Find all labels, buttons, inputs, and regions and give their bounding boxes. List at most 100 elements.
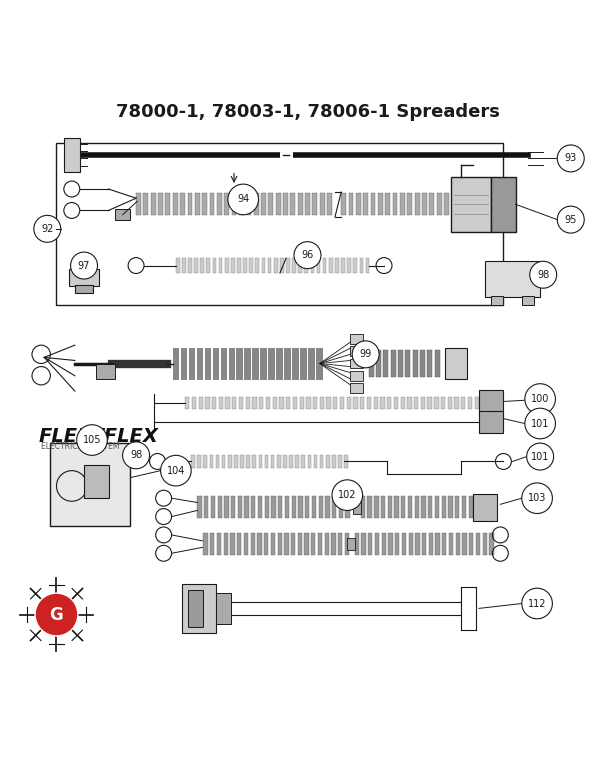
FancyBboxPatch shape (317, 258, 320, 273)
FancyBboxPatch shape (158, 193, 163, 216)
FancyBboxPatch shape (415, 193, 419, 216)
FancyBboxPatch shape (435, 497, 439, 518)
FancyBboxPatch shape (217, 193, 222, 216)
FancyBboxPatch shape (231, 258, 235, 273)
FancyBboxPatch shape (289, 456, 293, 468)
FancyBboxPatch shape (329, 258, 333, 273)
FancyBboxPatch shape (387, 397, 391, 410)
FancyBboxPatch shape (318, 533, 322, 555)
FancyBboxPatch shape (277, 533, 282, 555)
FancyBboxPatch shape (394, 397, 398, 410)
FancyBboxPatch shape (325, 497, 330, 518)
FancyBboxPatch shape (371, 193, 375, 216)
FancyBboxPatch shape (422, 193, 427, 216)
FancyBboxPatch shape (277, 456, 280, 468)
FancyBboxPatch shape (300, 348, 306, 379)
FancyBboxPatch shape (333, 397, 338, 410)
FancyBboxPatch shape (197, 456, 201, 468)
FancyBboxPatch shape (252, 397, 256, 410)
FancyBboxPatch shape (298, 193, 303, 216)
FancyBboxPatch shape (194, 258, 198, 273)
FancyBboxPatch shape (271, 533, 275, 555)
FancyBboxPatch shape (286, 258, 290, 273)
FancyBboxPatch shape (320, 456, 323, 468)
FancyBboxPatch shape (381, 533, 386, 555)
FancyBboxPatch shape (444, 193, 449, 216)
FancyBboxPatch shape (225, 258, 229, 273)
FancyBboxPatch shape (298, 497, 303, 518)
FancyBboxPatch shape (218, 497, 222, 518)
FancyBboxPatch shape (335, 258, 339, 273)
FancyBboxPatch shape (249, 258, 253, 273)
FancyBboxPatch shape (243, 258, 247, 273)
FancyBboxPatch shape (176, 258, 180, 273)
Text: 98: 98 (130, 450, 142, 460)
FancyBboxPatch shape (398, 350, 403, 377)
FancyBboxPatch shape (428, 497, 432, 518)
FancyBboxPatch shape (320, 193, 325, 216)
FancyBboxPatch shape (383, 350, 388, 377)
FancyBboxPatch shape (380, 397, 384, 410)
FancyBboxPatch shape (188, 193, 192, 216)
FancyBboxPatch shape (356, 193, 361, 216)
FancyBboxPatch shape (351, 359, 363, 369)
FancyBboxPatch shape (469, 533, 474, 555)
FancyBboxPatch shape (415, 533, 419, 555)
FancyBboxPatch shape (454, 397, 459, 410)
Circle shape (530, 262, 557, 288)
FancyBboxPatch shape (232, 193, 237, 216)
FancyBboxPatch shape (239, 193, 244, 216)
FancyBboxPatch shape (363, 193, 368, 216)
FancyBboxPatch shape (351, 383, 363, 393)
FancyBboxPatch shape (491, 296, 504, 305)
Circle shape (228, 184, 258, 215)
FancyBboxPatch shape (368, 497, 372, 518)
FancyBboxPatch shape (189, 348, 194, 379)
FancyBboxPatch shape (347, 258, 351, 273)
Circle shape (525, 383, 555, 414)
FancyBboxPatch shape (216, 593, 231, 624)
FancyBboxPatch shape (180, 193, 185, 216)
FancyBboxPatch shape (251, 497, 255, 518)
Text: 103: 103 (528, 494, 546, 503)
FancyBboxPatch shape (286, 397, 290, 410)
Text: 101: 101 (531, 452, 549, 462)
FancyBboxPatch shape (278, 497, 282, 518)
FancyBboxPatch shape (479, 411, 504, 433)
FancyBboxPatch shape (182, 584, 216, 633)
Text: 96: 96 (301, 250, 314, 260)
FancyBboxPatch shape (344, 456, 348, 468)
FancyBboxPatch shape (221, 348, 226, 379)
FancyBboxPatch shape (195, 193, 200, 216)
FancyBboxPatch shape (354, 258, 357, 273)
Circle shape (35, 593, 78, 636)
FancyBboxPatch shape (469, 497, 473, 518)
FancyBboxPatch shape (211, 497, 215, 518)
FancyBboxPatch shape (245, 397, 250, 410)
FancyBboxPatch shape (244, 348, 250, 379)
Text: 104: 104 (167, 466, 185, 476)
FancyBboxPatch shape (143, 193, 148, 216)
FancyBboxPatch shape (381, 497, 385, 518)
FancyBboxPatch shape (259, 397, 263, 410)
FancyBboxPatch shape (224, 497, 229, 518)
FancyBboxPatch shape (202, 193, 207, 216)
FancyBboxPatch shape (434, 397, 438, 410)
FancyBboxPatch shape (304, 533, 309, 555)
FancyBboxPatch shape (442, 497, 446, 518)
Circle shape (294, 241, 321, 268)
FancyBboxPatch shape (361, 497, 365, 518)
FancyBboxPatch shape (237, 533, 241, 555)
FancyBboxPatch shape (391, 350, 395, 377)
FancyBboxPatch shape (378, 193, 383, 216)
FancyBboxPatch shape (376, 350, 381, 377)
FancyBboxPatch shape (50, 443, 130, 526)
FancyBboxPatch shape (483, 533, 487, 555)
FancyBboxPatch shape (234, 456, 238, 468)
FancyBboxPatch shape (304, 258, 308, 273)
FancyBboxPatch shape (185, 397, 189, 410)
FancyBboxPatch shape (468, 397, 472, 410)
FancyBboxPatch shape (266, 397, 270, 410)
FancyBboxPatch shape (351, 346, 363, 356)
Circle shape (332, 480, 363, 511)
